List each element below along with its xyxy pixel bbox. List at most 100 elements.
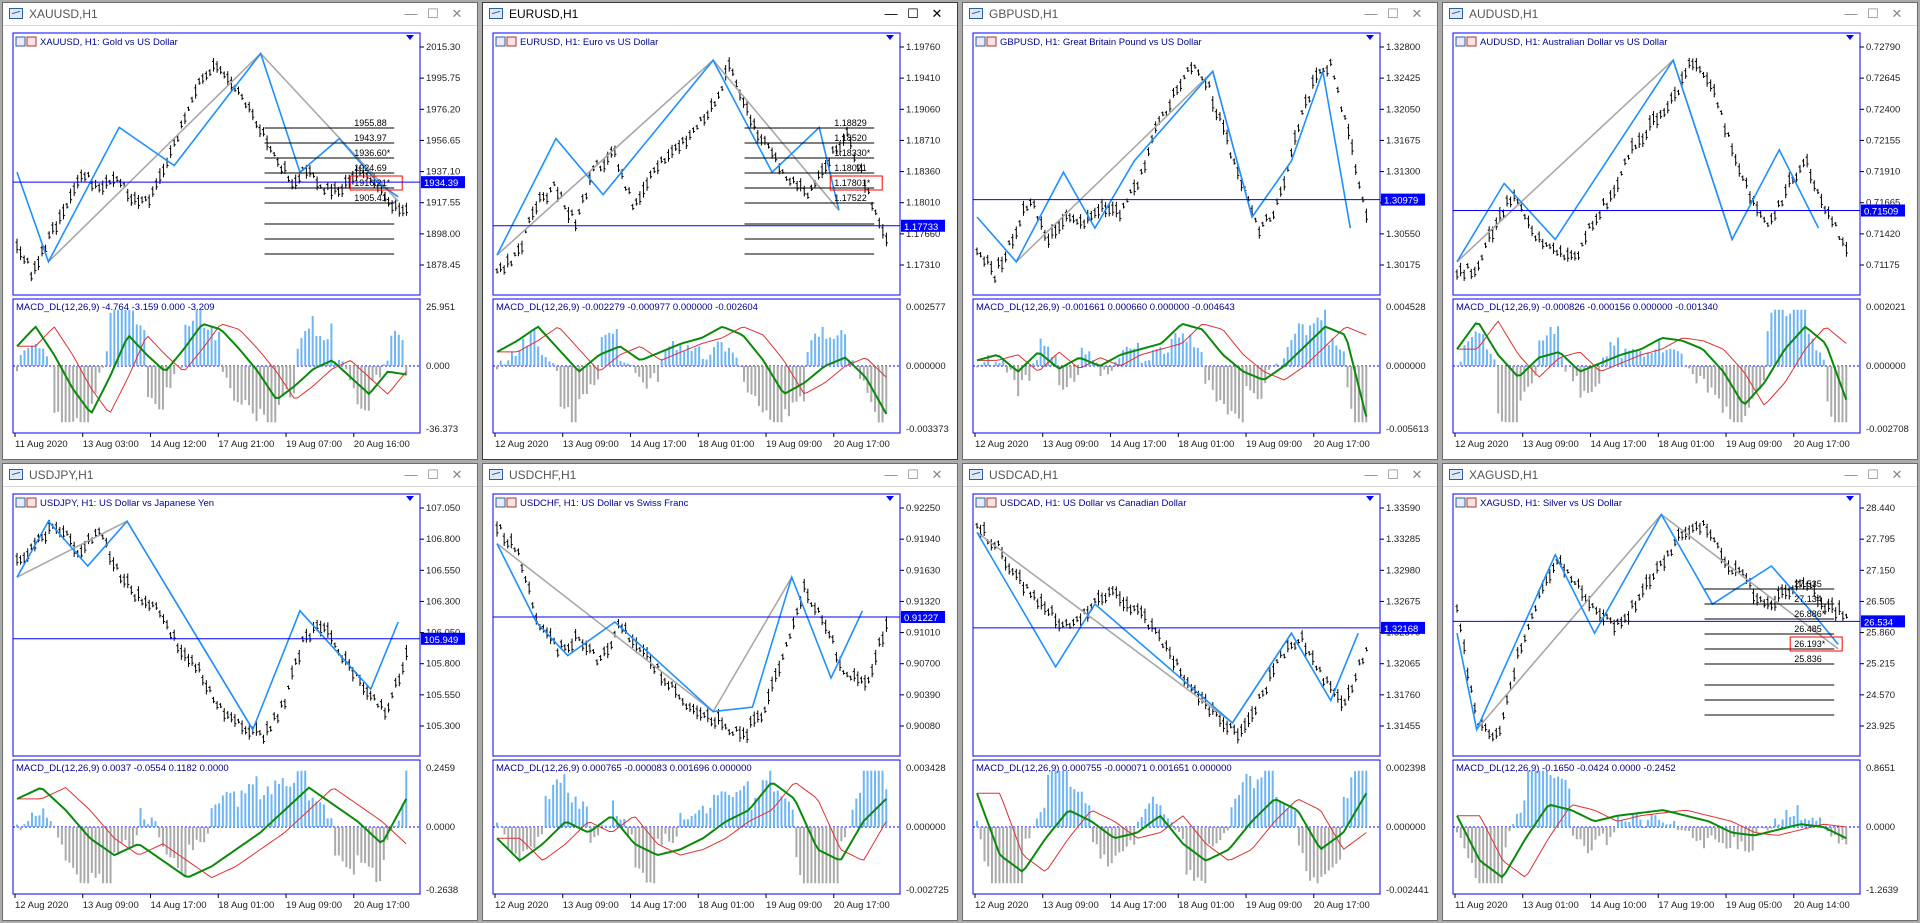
- time-axis-label: 18 Aug 01:00: [218, 900, 274, 911]
- macd-label: MACD_DL(12,26,9) -0.1650 -0.0424 0.0000 …: [1456, 763, 1676, 774]
- price-tick-label: 1.31300: [1386, 167, 1420, 178]
- maximize-button[interactable]: ☐: [423, 466, 443, 484]
- minimize-icon: —: [1364, 6, 1378, 21]
- close-button[interactable]: ✕: [1887, 466, 1907, 484]
- zigzag-line-minor: [496, 58, 840, 256]
- window-titlebar[interactable]: XAGUSD,H1 — ☐ ✕: [1443, 464, 1917, 487]
- close-button[interactable]: ✕: [927, 466, 947, 484]
- close-button[interactable]: ✕: [1407, 466, 1427, 484]
- maximize-button[interactable]: ☐: [423, 5, 443, 23]
- minimize-button[interactable]: —: [1841, 466, 1861, 484]
- time-axis-label: 14 Aug 17:00: [1111, 439, 1167, 450]
- price-tick-label: 1956.65: [426, 135, 460, 146]
- scroll-marker-icon[interactable]: [1846, 496, 1854, 501]
- maximize-button[interactable]: ☐: [1863, 466, 1883, 484]
- window-titlebar[interactable]: USDCHF,H1 — ☐ ✕: [483, 464, 957, 487]
- fib-level-label: 26.193*: [1794, 639, 1826, 649]
- maximize-button[interactable]: ☐: [903, 5, 923, 23]
- window-titlebar[interactable]: USDCAD,H1 — ☐ ✕: [963, 464, 1437, 487]
- minimize-button[interactable]: —: [1841, 5, 1861, 23]
- window-titlebar[interactable]: GBPUSD,H1 — ☐ ✕: [963, 3, 1437, 26]
- time-axis-label: 11 Aug 2020: [1455, 900, 1508, 911]
- scroll-marker-icon[interactable]: [886, 496, 894, 501]
- chart-symbol-label: EURUSD, H1: Euro vs US Dollar: [520, 37, 658, 48]
- minimize-button[interactable]: —: [881, 466, 901, 484]
- macd-tick-label: 0.0000: [1866, 822, 1895, 833]
- scroll-marker-icon[interactable]: [1366, 496, 1374, 501]
- scroll-marker-icon[interactable]: [406, 35, 414, 40]
- window-titlebar[interactable]: AUDUSD,H1 — ☐ ✕: [1443, 3, 1917, 26]
- chart-window-usdcad-h1[interactable]: USDCAD,H1 — ☐ ✕ USDCAD, H1: US Dollar vs Can…: [962, 463, 1438, 921]
- scroll-marker-icon[interactable]: [1846, 35, 1854, 40]
- chart-area[interactable]: USDCHF, H1: US Dollar vs Swiss Franc 0.92…: [485, 488, 955, 918]
- fib-level-label: 1916.21*: [354, 178, 391, 188]
- chart-window-xagusd-h1[interactable]: XAGUSD,H1 — ☐ ✕ XAGUSD, H1: Silver vs US Dol…: [1442, 463, 1918, 921]
- chart-window-gbpusd-h1[interactable]: GBPUSD,H1 — ☐ ✕ GBPUSD, H1: Great Britain Po…: [962, 2, 1438, 460]
- price-chart-svg[interactable]: XAUUSD, H1: Gold vs US Dollar 2015.30 1995…: [5, 27, 477, 459]
- window-titlebar[interactable]: XAUUSD,H1 — ☐ ✕: [3, 3, 477, 26]
- zigzag-line-major: [1476, 513, 1839, 731]
- price-chart-svg[interactable]: AUDUSD, H1: Australian Dollar vs US Doll…: [1445, 27, 1917, 459]
- price-pane-frame: [492, 32, 901, 296]
- fib-level-label: 1.18021: [834, 163, 867, 173]
- close-button[interactable]: ✕: [1407, 5, 1427, 23]
- chart-window-usdjpy-h1[interactable]: USDJPY,H1 — ☐ ✕ USDJPY, H1: US Dollar vs Jap…: [2, 463, 478, 921]
- chart-area[interactable]: EURUSD, H1: Euro vs US Dollar 1.19760 1.19…: [485, 27, 955, 457]
- chart-window-audusd-h1[interactable]: AUDUSD,H1 — ☐ ✕ AUDUSD, H1: Australian Dolla…: [1442, 2, 1918, 460]
- chart-window-xauusd-h1[interactable]: XAUUSD,H1 — ☐ ✕ XAUUSD, H1: Gold vs US Dolla…: [2, 2, 478, 460]
- price-chart-svg[interactable]: USDCAD, H1: US Dollar vs Canadian Dollar…: [965, 488, 1437, 920]
- price-tick-label: 1976.20: [426, 104, 460, 115]
- chart-area[interactable]: USDCAD, H1: US Dollar vs Canadian Dollar…: [965, 488, 1435, 918]
- chart-area[interactable]: AUDUSD, H1: Australian Dollar vs US Doll…: [1445, 27, 1915, 457]
- price-chart-svg[interactable]: XAGUSD, H1: Silver vs US Dollar 28.440 27.…: [1445, 488, 1917, 920]
- current-price-label: 105.949: [424, 635, 458, 646]
- fib-level-label: 26.485: [1794, 624, 1822, 634]
- scroll-marker-icon[interactable]: [886, 35, 894, 40]
- price-chart-svg[interactable]: USDJPY, H1: US Dollar vs Japanese Yen 107…: [5, 488, 477, 920]
- chart-area[interactable]: GBPUSD, H1: Great Britain Pound vs US Do…: [965, 27, 1435, 457]
- window-titlebar[interactable]: USDJPY,H1 — ☐ ✕: [3, 464, 477, 487]
- minimize-button[interactable]: —: [401, 5, 421, 23]
- window-titlebar[interactable]: EURUSD,H1 — ☐ ✕: [483, 3, 957, 26]
- minimize-button[interactable]: —: [1361, 466, 1381, 484]
- close-icon: ✕: [1891, 467, 1903, 482]
- close-button[interactable]: ✕: [1887, 5, 1907, 23]
- time-axis-label: 13 Aug 09:00: [563, 439, 619, 450]
- price-chart-svg[interactable]: USDCHF, H1: US Dollar vs Swiss Franc 0.92…: [485, 488, 957, 920]
- macd-signal-line: [17, 323, 407, 413]
- fib-level-label: 1905.41: [354, 193, 387, 203]
- minimize-button[interactable]: —: [881, 5, 901, 23]
- maximize-button[interactable]: ☐: [1863, 5, 1883, 23]
- macd-main-line: [16, 323, 407, 414]
- price-chart-svg[interactable]: EURUSD, H1: Euro vs US Dollar 1.19760 1.19…: [485, 27, 957, 459]
- time-axis-label: 18 Aug 01:00: [1178, 900, 1234, 911]
- price-chart-svg[interactable]: GBPUSD, H1: Great Britain Pound vs US Do…: [965, 27, 1437, 459]
- chart-area[interactable]: XAUUSD, H1: Gold vs US Dollar 2015.30 1995…: [5, 27, 475, 457]
- close-button[interactable]: ✕: [927, 5, 947, 23]
- chart-symbol-label: USDJPY, H1: US Dollar vs Japanese Yen: [40, 498, 214, 509]
- chart-window-eurusd-h1[interactable]: EURUSD,H1 — ☐ ✕ EURUSD, H1: Euro vs US Dolla…: [482, 2, 958, 460]
- chart-area[interactable]: XAGUSD, H1: Silver vs US Dollar 28.440 27.…: [1445, 488, 1915, 918]
- close-button[interactable]: ✕: [447, 5, 467, 23]
- macd-tick-label: 0.000000: [1386, 822, 1426, 833]
- minimize-button[interactable]: —: [401, 466, 421, 484]
- minimize-icon: —: [1844, 467, 1858, 482]
- maximize-button[interactable]: ☐: [903, 466, 923, 484]
- minimize-button[interactable]: —: [1361, 5, 1381, 23]
- scroll-marker-icon[interactable]: [406, 496, 414, 501]
- chart-area[interactable]: USDJPY, H1: US Dollar vs Japanese Yen 107…: [5, 488, 475, 918]
- macd-tick-label: 0.000: [426, 361, 450, 372]
- macd-main-line: [976, 322, 1368, 417]
- chart-window-usdchf-h1[interactable]: USDCHF,H1 — ☐ ✕ USDCHF, H1: US Dollar vs Swi…: [482, 463, 958, 921]
- price-tick-label: 1.32675: [1386, 596, 1420, 607]
- price-tick-label: 1.30175: [1386, 260, 1420, 271]
- macd-tick-label: 0.003428: [906, 763, 946, 774]
- scroll-marker-icon[interactable]: [1366, 35, 1374, 40]
- maximize-button[interactable]: ☐: [1383, 5, 1403, 23]
- maximize-button[interactable]: ☐: [1383, 466, 1403, 484]
- time-axis-label: 13 Aug 09:00: [1523, 439, 1579, 450]
- close-button[interactable]: ✕: [447, 466, 467, 484]
- time-axis-label: 18 Aug 01:00: [698, 900, 754, 911]
- window-title: XAUUSD,H1: [29, 7, 98, 21]
- zigzag-line-minor: [976, 531, 1359, 725]
